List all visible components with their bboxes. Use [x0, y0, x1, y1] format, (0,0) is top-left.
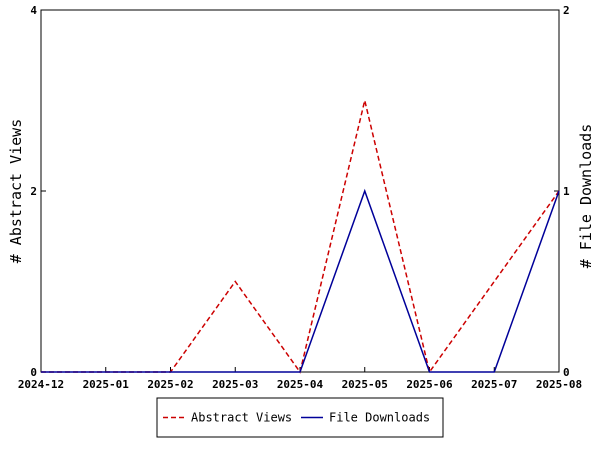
legend-label-0: Abstract Views — [191, 411, 292, 425]
x-tick-label: 2025-08 — [536, 378, 582, 391]
y2-axis-title: # File Downloads — [577, 124, 595, 269]
x-tick-label: 2025-01 — [83, 378, 130, 391]
x-tick-label: 2025-03 — [212, 378, 258, 391]
x-tick-label: 2025-05 — [342, 378, 388, 391]
x-tick-label: 2025-02 — [147, 378, 193, 391]
x-tick-label: 2025-07 — [471, 378, 517, 391]
x-tick-label: 2025-04 — [277, 378, 324, 391]
y-tick-label: 2 — [30, 185, 37, 198]
series-line-1 — [41, 188, 560, 373]
legend: Abstract Views File Downloads — [156, 397, 444, 438]
plot-frame — [40, 9, 560, 373]
y2-tick-label: 2 — [563, 4, 570, 17]
y2-tick-label: 0 — [563, 366, 570, 379]
ticks-group: 2024-12 2025-01 2025-02 2025-03 2025-04 2025-… — [18, 4, 582, 391]
x-tick-label: 2025-06 — [406, 378, 453, 391]
legend-box — [156, 397, 444, 438]
series-group — [40, 100, 560, 374]
x-tick-label: 2024-12 — [18, 378, 64, 391]
y2-tick-label: 1 — [563, 185, 570, 198]
y-axis-title: # Abstract Views — [7, 119, 25, 264]
legend-label-1: File Downloads — [329, 411, 430, 425]
y-tick-label: 4 — [30, 4, 37, 17]
axes-group — [40, 9, 560, 373]
y-tick-label: 0 — [30, 366, 37, 379]
series-line-0 — [41, 100, 560, 374]
